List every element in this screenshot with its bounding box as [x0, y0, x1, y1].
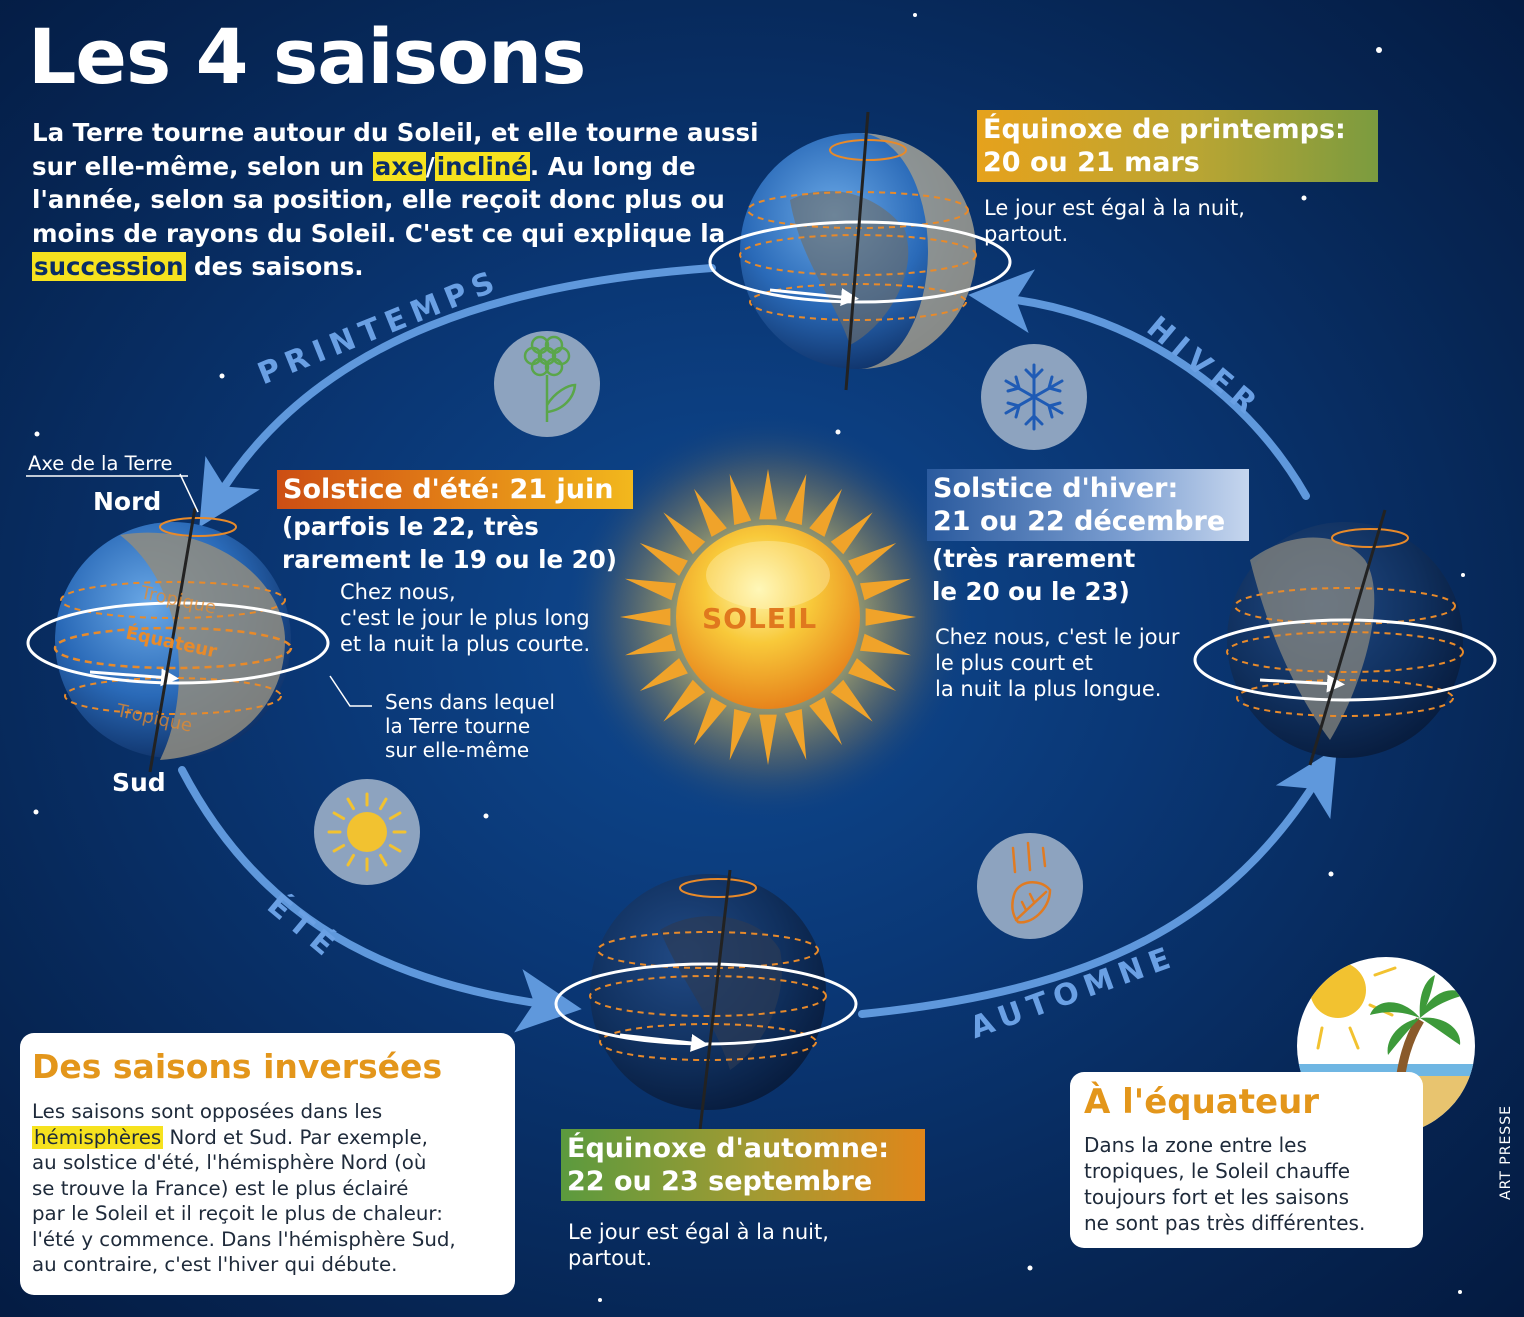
page-title: Les 4 saisons — [28, 12, 586, 101]
axis-label: Axe de la Terre — [28, 452, 173, 475]
flower-icon — [494, 331, 600, 437]
rotation-direction-label: Sens dans lequel la Terre tourne sur elle-… — [385, 690, 555, 762]
earth-spring — [708, 111, 1012, 391]
sun-ray — [830, 679, 873, 722]
box-inverted-seasons: Des saisons inversées Les saisons sont o… — [20, 1033, 515, 1295]
sun-ray — [830, 512, 873, 555]
sun-ray — [625, 633, 677, 656]
earth-summer — [26, 473, 372, 773]
credit: ART PRESSE — [1498, 1105, 1514, 1200]
sun-label: SOLEIL — [702, 602, 818, 635]
sun-icon-ray — [388, 811, 402, 820]
falling-leaf-icon — [977, 833, 1083, 939]
box-equator: À l'équateur Dans la zone entre les trop… — [1070, 1072, 1423, 1248]
sun-ray — [809, 488, 842, 537]
sun-icon-ray — [388, 844, 402, 853]
highlight-incline: incliné — [434, 151, 530, 181]
box-equator-title: À l'équateur — [1084, 1082, 1320, 1122]
sun-ray — [663, 512, 706, 555]
sun-ray — [663, 679, 706, 722]
sun-ray — [729, 708, 752, 760]
sun-icon-ray — [332, 811, 346, 820]
sun-ray — [848, 543, 897, 576]
sun-icon-ray — [379, 797, 388, 811]
sun-icon — [314, 779, 420, 885]
autumn-equinox-title: Équinoxe d'automne: 22 ou 23 septembre — [561, 1129, 925, 1201]
south-label: Sud — [112, 768, 166, 797]
orbit-arrows — [178, 264, 1337, 1033]
sun-ray — [865, 608, 916, 626]
summer-solstice-title: Solstice d'été: 21 juin — [277, 470, 633, 509]
arrow-automne — [858, 747, 1337, 1018]
box-inverted-seasons-title: Des saisons inversées — [32, 1047, 443, 1086]
spring-equinox-desc: Le jour est égal à la nuit, partout. — [984, 196, 1245, 246]
sun-icon-ray — [379, 853, 388, 867]
sun-ray — [620, 608, 671, 626]
winter-solstice-desc: Chez nous, c'est le jour le plus court et… — [935, 625, 1180, 701]
sun-ray — [784, 708, 807, 760]
sun-ray — [625, 578, 677, 601]
sun-ray — [694, 488, 727, 537]
sun-ray — [639, 543, 688, 576]
sun-ray — [639, 658, 688, 691]
sun-ray — [809, 697, 842, 746]
sun-ray — [859, 633, 911, 656]
sun-ray — [729, 474, 752, 526]
highlight-succession: succession — [32, 252, 186, 281]
sun-ray — [784, 474, 807, 526]
sun-ray — [859, 578, 911, 601]
sun-graphic — [563, 412, 973, 822]
intro-text: La Terre tourne autour du Soleil, et ell… — [32, 118, 759, 281]
earth-winter — [1193, 509, 1497, 766]
winter-solstice-dates: (très rarement le 20 ou le 23) — [932, 544, 1136, 606]
sun-ray — [759, 714, 777, 765]
sun-icon-ray — [332, 844, 346, 853]
sun-icon-ray — [346, 853, 355, 867]
snowflake-icon — [981, 344, 1087, 450]
sun-ray — [759, 469, 777, 520]
arrow-printemps — [199, 264, 716, 528]
earth-autumn — [554, 869, 858, 1131]
autumn-equinox-desc: Le jour est égal à la nuit, partout. — [568, 1220, 829, 1270]
north-label: Nord — [93, 487, 162, 516]
box-equator-text: Dans la zone entre les tropiques, le Sol… — [1084, 1133, 1366, 1235]
sun-ray — [694, 697, 727, 746]
arrow-ete — [178, 766, 582, 1033]
arrow-hiver — [968, 269, 1310, 500]
spring-equinox-title: Équinoxe de printemps: 20 ou 21 mars — [977, 110, 1378, 182]
summer-solstice-dates: (parfois le 22, très rarement le 19 ou le… — [282, 512, 617, 574]
highlight-axe: axe — [372, 151, 426, 181]
highlight-hemispheres: hémisphères — [32, 1125, 164, 1149]
box-inverted-seasons-text: Les saisons sont opposées dans les hémis… — [32, 1100, 456, 1276]
sun-icon-ray — [346, 797, 355, 811]
summer-solstice-desc: Chez nous, c'est le jour le plus long et l… — [340, 580, 591, 656]
sun-ray — [848, 658, 897, 691]
winter-solstice-title: Solstice d'hiver: 21 ou 22 décembre — [927, 469, 1249, 541]
